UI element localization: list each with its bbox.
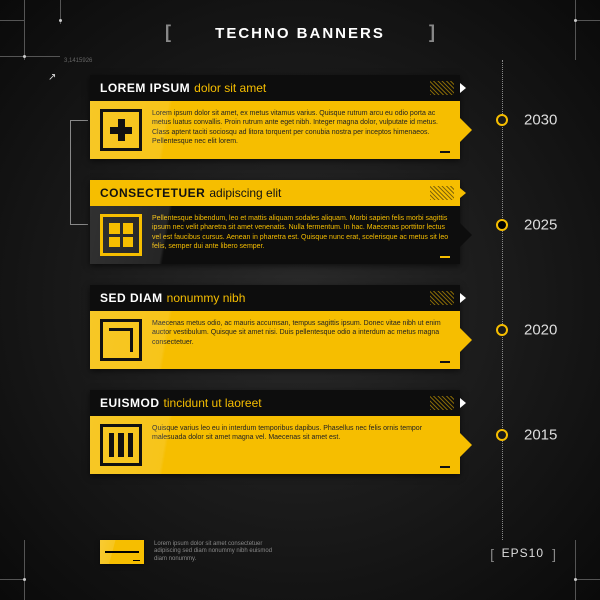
banner-body: Quisque varius leo eu in interdum tempor… <box>90 416 460 474</box>
arrow-icon <box>100 319 142 361</box>
banner-title-light: tincidunt ut laoreet <box>164 396 262 410</box>
banner-body: Maecenas metus odio, ac mauris accumsan,… <box>90 311 460 369</box>
deco-line <box>0 20 24 21</box>
timeline-dot <box>496 114 508 126</box>
arrow-right-icon <box>460 223 472 247</box>
year-label: 2015 <box>524 427 557 444</box>
arrow-right-icon <box>460 328 472 352</box>
deco-dot <box>574 19 577 22</box>
grid-icon <box>100 214 142 256</box>
timeline-dot <box>496 324 508 336</box>
deco-dot <box>574 578 577 581</box>
timeline-dot <box>496 219 508 231</box>
title-bracket-left: [ <box>165 22 171 43</box>
deco-dot <box>23 55 26 58</box>
page-title: TECHNO BANNERS <box>215 25 385 42</box>
year-label: 2025 <box>524 217 557 234</box>
arrow-right-icon <box>460 118 472 142</box>
arrow-right-icon <box>460 433 472 457</box>
banner-title-bold: EUISMOD <box>100 396 160 410</box>
timeline-dot <box>496 429 508 441</box>
dash-icon <box>440 466 450 468</box>
banner-header: EUISMOD tincidunt ut laoreet <box>90 390 460 416</box>
plus-icon <box>100 109 142 151</box>
arrow-up-icon: ↗ <box>48 72 56 83</box>
banner-title-light: dolor sit amet <box>194 81 266 95</box>
banner-body: Pellentesque bibendum, leo et mattis ali… <box>90 206 460 264</box>
deco-line <box>0 579 24 580</box>
banner-title-light: nonummy nibh <box>167 291 246 305</box>
dash-icon <box>440 361 450 363</box>
deco-line <box>24 540 25 600</box>
chevron-right-icon <box>460 188 466 198</box>
dash-icon <box>440 256 450 258</box>
connector-line <box>70 120 88 225</box>
footer-swatch <box>100 540 144 564</box>
banner-title-light: adipiscing elit <box>209 186 281 200</box>
pi-label: 3,1415926 <box>64 58 92 64</box>
year-label: 2030 <box>524 112 557 129</box>
deco-line <box>576 20 600 21</box>
title-bracket-right: ] <box>429 22 435 43</box>
banner-header: CONSECTETUER adipiscing elit <box>90 180 460 206</box>
eps-bracket-right: ] <box>552 546 556 562</box>
eps-label: EPS10 <box>502 546 544 560</box>
chevron-right-icon <box>460 293 466 303</box>
deco-line <box>24 0 25 60</box>
deco-dot <box>59 19 62 22</box>
banner-header: LOREM IPSUM dolor sit amet <box>90 75 460 101</box>
deco-line <box>0 56 60 57</box>
chevron-right-icon <box>460 83 466 93</box>
banner: LOREM IPSUM dolor sit amet Lorem ipsum dol… <box>90 75 460 159</box>
banner: CONSECTETUER adipiscing elit Pellentesque … <box>90 180 460 264</box>
deco-line <box>576 579 600 580</box>
banner: EUISMOD tincidunt ut laoreet Quisque variu… <box>90 390 460 474</box>
banner-text: Pellentesque bibendum, leo et mattis ali… <box>152 214 450 256</box>
banner-title-bold: LOREM IPSUM <box>100 81 190 95</box>
bars-icon <box>100 424 142 466</box>
banner-body: Lorem ipsum dolor sit amet, ex metus vit… <box>90 101 460 159</box>
deco-line <box>575 0 576 60</box>
banner-text: Maecenas metus odio, ac mauris accumsan,… <box>152 319 450 361</box>
eps-bracket-left: [ <box>490 546 494 562</box>
footer-text: Lorem ipsum dolor sit amet consectetuer … <box>154 541 284 564</box>
deco-dot <box>23 578 26 581</box>
banner-header: SED DIAM nonummy nibh <box>90 285 460 311</box>
banner: SED DIAM nonummy nibh Maecenas metus odio,… <box>90 285 460 369</box>
banner-text: Lorem ipsum dolor sit amet, ex metus vit… <box>152 109 450 151</box>
banner-title-bold: CONSECTETUER <box>100 186 205 200</box>
deco-line <box>575 540 576 600</box>
banner-title-bold: SED DIAM <box>100 291 163 305</box>
chevron-right-icon <box>460 398 466 408</box>
year-label: 2020 <box>524 322 557 339</box>
banner-text: Quisque varius leo eu in interdum tempor… <box>152 424 450 466</box>
dash-icon <box>440 151 450 153</box>
timeline-axis <box>502 60 503 540</box>
